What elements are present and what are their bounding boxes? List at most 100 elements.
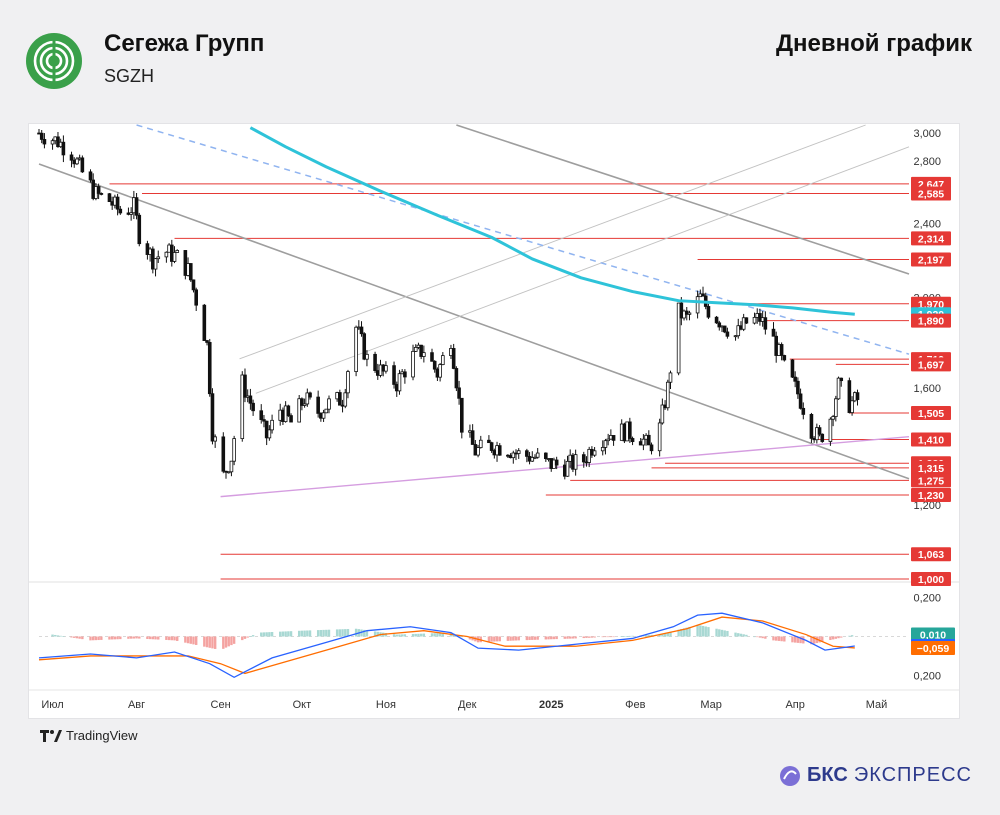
macd-histogram-bar (550, 636, 553, 640)
macd-histogram-bar (138, 636, 141, 639)
macd-histogram-bar (512, 636, 515, 641)
macd-histogram-bar (777, 636, 781, 641)
macd-histogram-bar (92, 636, 95, 641)
macd-histogram-bar (129, 636, 133, 639)
candle-body (581, 454, 586, 463)
macd-histogram-bar (411, 633, 415, 637)
macd-histogram-bar (658, 634, 661, 637)
segezha-logo-icon (26, 33, 82, 89)
macd-histogram-bar (701, 625, 705, 637)
candle-body (565, 460, 570, 477)
macd-histogram-bar (818, 636, 821, 643)
candle-body (647, 434, 651, 446)
candle-body (129, 212, 133, 215)
macd-histogram-bar (135, 636, 138, 639)
candle-body (665, 381, 670, 409)
price-tag-1,315 (911, 460, 951, 475)
macd-histogram-bar (213, 636, 217, 649)
candle-body (587, 448, 591, 463)
macd-histogram-bar (737, 633, 740, 637)
candle-body (592, 450, 597, 456)
macd-histogram-bar (468, 636, 472, 640)
macd-histogram-bar (146, 636, 149, 639)
macd-histogram-bar (384, 633, 388, 637)
macd-histogram-bar (170, 636, 174, 641)
candle-body (221, 436, 226, 472)
macd-tag-−0,059 (911, 640, 955, 655)
candle-body (373, 353, 377, 371)
macd-histogram-bar (398, 634, 401, 637)
x-tick-label: Июл (41, 699, 63, 711)
ticker-symbol: SGZH (104, 66, 155, 86)
macd-histogram-bar (734, 632, 737, 637)
candle-body (725, 331, 730, 337)
price-tag-label: 1,890 (918, 316, 944, 328)
candle-body (763, 317, 768, 330)
candle-body (365, 353, 369, 360)
candle-body (397, 373, 402, 392)
candle-body (676, 302, 681, 374)
macd-histogram-bar (354, 628, 358, 637)
macd-histogram-bar (189, 636, 192, 644)
macd-histogram-bar (810, 636, 813, 645)
macd-histogram-bar (745, 634, 748, 637)
macd-histogram-bar (574, 636, 577, 639)
macd-histogram-bar (796, 636, 800, 643)
candle-body (752, 316, 757, 324)
candle-body (836, 377, 841, 400)
macd-histogram-bar (306, 630, 309, 637)
macd-histogram-bar (837, 636, 840, 639)
macd-histogram-bar (563, 636, 566, 639)
candle-body (796, 380, 800, 395)
macd-histogram-bar (249, 636, 252, 637)
candle-body (554, 459, 559, 466)
candle-body (202, 304, 207, 341)
macd-histogram-bar (148, 636, 152, 640)
macd-histogram-bar (186, 636, 190, 644)
candle-body (660, 404, 665, 424)
candle-body (478, 439, 483, 448)
macd-histogram-bar (514, 636, 518, 641)
candle-body (744, 317, 749, 324)
candle-body (205, 340, 209, 343)
macd-histogram-bar (661, 633, 664, 637)
price-tag-label: 2,197 (918, 254, 944, 266)
bks-brand: БКС ЭКСПРЕСС (779, 764, 972, 787)
macd-histogram-bar (628, 635, 632, 637)
macd-histogram-bar (260, 632, 263, 637)
candle-body (441, 355, 445, 365)
macd-tag-0,010 (911, 627, 955, 642)
candle-body (175, 250, 180, 253)
candle-body (733, 335, 738, 338)
macd-histogram-bar (720, 629, 724, 637)
moving-average-line (249, 126, 855, 316)
macd-histogram-bar (590, 636, 594, 638)
macd-histogram-bar (460, 636, 464, 638)
macd-histogram-bar (327, 629, 331, 637)
macd-histogram-bar (232, 636, 236, 644)
candle-body (476, 447, 480, 456)
candle-body (305, 392, 310, 405)
macd-histogram-bar (631, 635, 634, 637)
macd-histogram-bar (54, 634, 57, 637)
candle-body (801, 407, 806, 415)
macd-histogram-bar (726, 630, 729, 637)
macd-histogram-bar (430, 633, 434, 637)
macd-histogram-bar (699, 625, 702, 637)
price-tag-label: 1,505 (918, 408, 944, 420)
macd-histogram-bar (829, 636, 832, 641)
candle-body (809, 414, 814, 439)
macd-histogram-bar (167, 636, 171, 641)
macd-histogram-bar (414, 633, 417, 637)
candle-body (321, 412, 326, 419)
price-tag-1,505 (911, 406, 951, 421)
candle-body (297, 398, 301, 423)
macd-histogram-bar (284, 631, 287, 637)
x-tick-label: Окт (293, 699, 312, 711)
candle-body (695, 296, 700, 314)
candle-body (75, 158, 79, 165)
candle-body (42, 139, 47, 145)
candle-body (600, 447, 605, 452)
macd-histogram-bar (211, 636, 214, 649)
